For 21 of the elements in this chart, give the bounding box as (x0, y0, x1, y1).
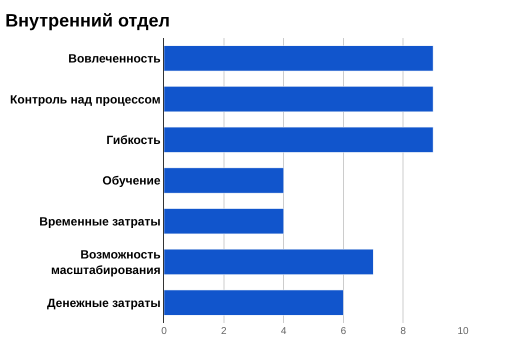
y-tick-label: Вовлеченность (68, 52, 161, 66)
bar (164, 126, 434, 153)
y-tick-label: Контроль над процессом (10, 92, 161, 106)
chart-title: Внутренний отдел (5, 10, 170, 30)
bar (164, 45, 434, 72)
x-tick-label: 2 (221, 326, 228, 337)
x-tick-label: 4 (280, 326, 287, 337)
x-tick-label: 10 (457, 326, 469, 337)
y-tick-label: Обучение (102, 174, 161, 188)
y-tick-label: Денежные затраты (46, 296, 161, 310)
y-tick-label: Возможность масштабирования (51, 247, 161, 277)
y-tick-label: Гибкость (106, 132, 161, 147)
bar (164, 249, 374, 275)
y-tick-label: Временные затраты (39, 214, 161, 228)
bar (164, 208, 284, 234)
x-tick-label: 8 (400, 326, 406, 337)
x-tick-label: 6 (340, 326, 347, 337)
bar (164, 86, 434, 112)
bar (164, 168, 284, 194)
x-tick-label: 0 (161, 326, 168, 337)
bar (164, 290, 344, 316)
